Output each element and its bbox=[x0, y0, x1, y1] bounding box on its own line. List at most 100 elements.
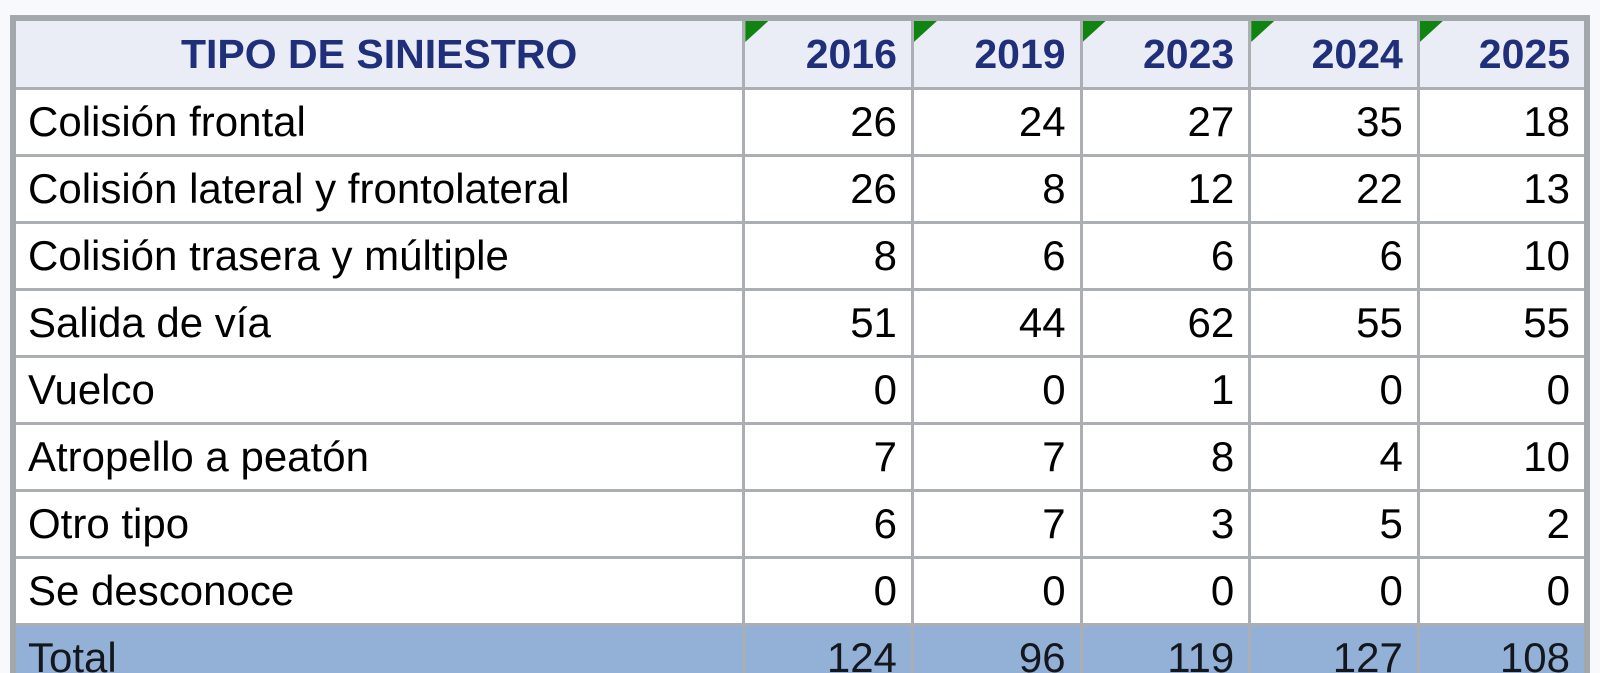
table-row-colision-frontal: Colisión frontal 26 24 27 35 18 bbox=[11, 87, 1589, 157]
row-label-cell[interactable]: Colisión frontal bbox=[11, 87, 746, 157]
data-cell[interactable]: 6 bbox=[1079, 221, 1252, 291]
cell-value: 0 bbox=[1042, 567, 1066, 614]
data-cell[interactable]: 44 bbox=[910, 288, 1083, 358]
cell-value: 1 bbox=[1210, 366, 1235, 413]
cell-value: 0 bbox=[873, 567, 897, 614]
column-header-year-2025[interactable]: 2025 bbox=[1416, 16, 1589, 90]
column-header-year-2016[interactable]: 2016 bbox=[742, 16, 914, 90]
data-cell[interactable]: 22 bbox=[1248, 154, 1420, 224]
cell-value: 62 bbox=[1187, 299, 1235, 346]
data-cell[interactable]: 0 bbox=[1248, 355, 1420, 425]
column-header-label: TIPO DE SINIESTRO bbox=[180, 30, 578, 77]
data-cell[interactable]: 51 bbox=[742, 288, 914, 358]
data-cell[interactable]: 55 bbox=[1248, 288, 1420, 358]
table-row-atropello-a-peaton: Atropello a peatón 7 7 8 4 10 bbox=[11, 422, 1589, 492]
corner-flag-icon bbox=[746, 21, 769, 42]
table-row-colision-lateral: Colisión lateral y frontolateral 26 8 12… bbox=[11, 154, 1589, 224]
data-cell[interactable]: 26 bbox=[742, 87, 914, 157]
cell-value: 6 bbox=[1042, 232, 1066, 279]
data-cell[interactable]: 62 bbox=[1079, 288, 1252, 358]
cell-value: 0 bbox=[1546, 567, 1570, 614]
table-row-vuelco: Vuelco 0 0 1 0 0 bbox=[11, 355, 1589, 425]
row-label: Colisión frontal bbox=[28, 98, 306, 145]
cell-value: 3 bbox=[1210, 500, 1235, 547]
total-value: 108 bbox=[1499, 634, 1570, 673]
data-cell[interactable]: 7 bbox=[910, 489, 1083, 559]
data-cell[interactable]: 3 bbox=[1079, 489, 1252, 559]
row-label-cell[interactable]: Salida de vía bbox=[11, 288, 746, 358]
data-cell[interactable]: 7 bbox=[742, 422, 914, 492]
data-cell[interactable]: 10 bbox=[1416, 221, 1589, 291]
data-cell[interactable]: 8 bbox=[1079, 422, 1252, 492]
data-cell[interactable]: 5 bbox=[1248, 489, 1420, 559]
cell-value: 44 bbox=[1018, 299, 1066, 346]
data-cell[interactable]: 1 bbox=[1079, 355, 1252, 425]
data-cell[interactable]: 18 bbox=[1416, 87, 1589, 157]
cell-value: 7 bbox=[1042, 500, 1066, 547]
data-cell[interactable]: 8 bbox=[910, 154, 1083, 224]
cell-value: 0 bbox=[1379, 567, 1403, 614]
cell-value: 6 bbox=[873, 500, 897, 547]
row-label: Salida de vía bbox=[28, 299, 271, 346]
cell-value: 8 bbox=[1210, 433, 1235, 480]
data-cell[interactable]: 2 bbox=[1416, 489, 1589, 559]
total-label: Total bbox=[28, 634, 117, 673]
total-label-cell[interactable]: Total bbox=[11, 623, 746, 673]
cell-value: 0 bbox=[1210, 567, 1235, 614]
data-cell[interactable]: 35 bbox=[1248, 87, 1420, 157]
data-cell[interactable]: 24 bbox=[910, 87, 1083, 157]
column-header-year-2024[interactable]: 2024 bbox=[1248, 16, 1420, 90]
data-cell[interactable]: 4 bbox=[1248, 422, 1420, 492]
cell-value: 2 bbox=[1546, 500, 1570, 547]
cell-value: 13 bbox=[1523, 165, 1570, 212]
data-cell[interactable]: 6 bbox=[1248, 221, 1420, 291]
table-row-colision-trasera: Colisión trasera y múltiple 8 6 6 6 10 bbox=[11, 221, 1589, 291]
cell-value: 55 bbox=[1523, 299, 1570, 346]
data-cell[interactable]: 6 bbox=[910, 221, 1083, 291]
data-cell[interactable]: 0 bbox=[1416, 355, 1589, 425]
data-cell[interactable]: 0 bbox=[1079, 556, 1252, 626]
total-value: 96 bbox=[1018, 634, 1066, 673]
corner-flag-icon bbox=[915, 21, 937, 42]
data-cell[interactable]: 0 bbox=[742, 556, 914, 626]
column-header-tipo-de-siniestro[interactable]: TIPO DE SINIESTRO bbox=[11, 16, 746, 90]
data-cell[interactable]: 7 bbox=[910, 422, 1083, 492]
data-cell[interactable]: 0 bbox=[1416, 556, 1589, 626]
data-cell[interactable]: 27 bbox=[1079, 87, 1252, 157]
data-cell[interactable]: 10 bbox=[1416, 422, 1589, 492]
cell-value: 7 bbox=[873, 433, 897, 480]
cell-value: 26 bbox=[850, 165, 897, 212]
total-cell[interactable]: 127 bbox=[1248, 623, 1420, 673]
row-label-cell[interactable]: Otro tipo bbox=[11, 489, 746, 559]
data-cell[interactable]: 26 bbox=[742, 154, 914, 224]
row-label-cell[interactable]: Colisión lateral y frontolateral bbox=[11, 154, 746, 224]
total-cell[interactable]: 119 bbox=[1079, 623, 1252, 673]
data-cell[interactable]: 55 bbox=[1416, 288, 1589, 358]
data-cell[interactable]: 0 bbox=[910, 556, 1083, 626]
corner-flag-icon bbox=[1421, 21, 1443, 42]
row-label-cell[interactable]: Se desconoce bbox=[11, 556, 746, 626]
data-cell[interactable]: 0 bbox=[742, 355, 914, 425]
data-cell[interactable]: 6 bbox=[742, 489, 914, 559]
data-cell[interactable]: 12 bbox=[1079, 154, 1252, 224]
column-header-year-2019[interactable]: 2019 bbox=[910, 16, 1083, 90]
row-label-cell[interactable]: Vuelco bbox=[11, 355, 746, 425]
data-cell[interactable]: 0 bbox=[910, 355, 1083, 425]
cell-value: 6 bbox=[1210, 232, 1235, 279]
cell-value: 4 bbox=[1379, 433, 1403, 480]
cell-value: 0 bbox=[873, 366, 897, 413]
column-header-year-2023[interactable]: 2023 bbox=[1079, 16, 1252, 90]
row-label: Se desconoce bbox=[28, 567, 295, 614]
total-cell[interactable]: 108 bbox=[1416, 623, 1589, 673]
total-cell[interactable]: 124 bbox=[742, 623, 914, 673]
row-label-cell[interactable]: Colisión trasera y múltiple bbox=[11, 221, 746, 291]
data-cell[interactable]: 8 bbox=[742, 221, 914, 291]
year-label: 2025 bbox=[1478, 30, 1570, 77]
row-label-cell[interactable]: Atropello a peatón bbox=[11, 422, 746, 492]
data-cell[interactable]: 13 bbox=[1416, 154, 1589, 224]
table-row-otro-tipo: Otro tipo 6 7 3 5 2 bbox=[11, 489, 1589, 559]
data-cell[interactable]: 0 bbox=[1248, 556, 1420, 626]
corner-flag-icon bbox=[1084, 21, 1106, 42]
total-cell[interactable]: 96 bbox=[910, 623, 1083, 673]
